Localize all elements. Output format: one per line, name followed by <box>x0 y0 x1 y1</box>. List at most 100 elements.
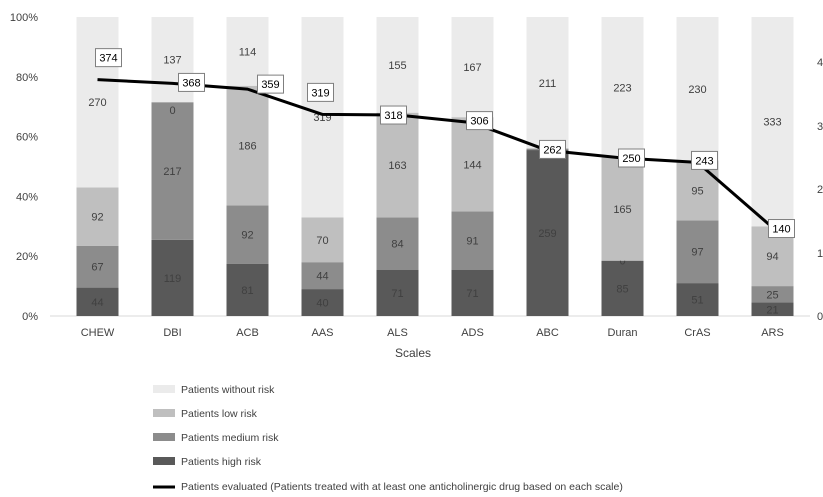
x-tick-label: ALS <box>387 327 408 339</box>
bar-segment <box>676 160 719 221</box>
y-tick-label: 80% <box>16 72 38 84</box>
line-value-label: 368 <box>182 77 200 89</box>
segment-value-label: 81 <box>241 285 253 297</box>
x-axis-title: Scales <box>395 346 431 360</box>
bar-segment <box>76 287 119 316</box>
right-axis-tick-label: 1 <box>817 248 823 260</box>
segment-value-label: 84 <box>391 238 403 250</box>
line-value-box <box>466 111 493 131</box>
segment-value-label: 67 <box>91 262 103 274</box>
segment-value-label: 91 <box>466 236 478 248</box>
segment-value-label: 97 <box>691 247 703 259</box>
x-tick-label: ADS <box>461 327 484 339</box>
bar-segment <box>451 211 494 270</box>
x-tick-label: Duran <box>608 327 638 339</box>
bar-segment <box>226 205 269 264</box>
y-tick-label: 100% <box>10 12 38 24</box>
bar-segment <box>226 85 269 206</box>
bar-segment <box>451 17 494 118</box>
legend-label: Patients medium risk <box>181 432 279 444</box>
segment-value-label: 333 <box>763 117 781 129</box>
segment-value-label: 71 <box>466 288 478 300</box>
y-tick-label: 0% <box>22 311 38 323</box>
segment-value-label: 85 <box>616 283 628 295</box>
segment-value-label: 186 <box>238 141 256 153</box>
bar-segment <box>526 150 569 316</box>
segment-value-label: 137 <box>163 55 181 67</box>
bar-segment <box>301 217 344 263</box>
bar-segment <box>601 260 644 316</box>
bar-segment <box>151 239 194 316</box>
line-value-box <box>95 48 122 68</box>
right-axis-tick-label: 4 <box>817 57 823 69</box>
right-axis-tick-label: 0 <box>817 311 823 323</box>
x-tick-label: CHEW <box>81 327 115 339</box>
legend-label: Patients evaluated (Patients treated wit… <box>181 481 623 493</box>
bar-segment <box>376 217 419 270</box>
bar-segment <box>676 283 719 316</box>
bar-segment <box>301 262 344 290</box>
segment-value-label: 165 <box>613 204 631 216</box>
segment-value-label: 51 <box>691 295 703 307</box>
line-value-label: 140 <box>772 224 790 236</box>
x-tick-label: ARS <box>761 327 784 339</box>
bar-segment <box>751 302 794 316</box>
legend-swatch <box>153 433 175 441</box>
right-axis-tick-label: 2 <box>817 184 823 196</box>
bar-segment <box>751 17 794 227</box>
y-tick-label: 20% <box>16 251 38 263</box>
line-value-box <box>768 219 795 239</box>
line-value-box <box>539 139 566 159</box>
segment-value-label: 94 <box>766 251 778 263</box>
line-value-label: 262 <box>543 144 561 156</box>
segment-value-label: 71 <box>391 288 403 300</box>
x-tick-label: DBI <box>163 327 181 339</box>
segment-value-label: 21 <box>766 304 778 316</box>
segment-value-label: 0 <box>169 105 175 117</box>
legend-label: Patients without risk <box>181 384 275 396</box>
bar-segment <box>526 17 569 149</box>
segment-value-label: 119 <box>164 273 182 285</box>
bar-segment <box>301 289 344 316</box>
line-value-label: 250 <box>622 153 640 165</box>
bar-segment <box>451 117 494 212</box>
segment-value-label: 0 <box>619 256 625 268</box>
x-tick-label: AAS <box>311 327 333 339</box>
bar-segment <box>151 102 194 240</box>
segment-value-label: 259 <box>538 228 556 240</box>
bar-segment <box>376 112 419 218</box>
segment-value-label: 144 <box>463 159 481 171</box>
bar-segment <box>301 17 344 218</box>
y-tick-label: 60% <box>16 132 38 144</box>
legend-swatch <box>153 385 175 393</box>
line-value-box <box>618 148 645 168</box>
segment-value-label: 25 <box>766 289 778 301</box>
bar-segment <box>601 157 644 261</box>
legend-swatch <box>153 457 175 465</box>
x-tick-label: CrAS <box>684 327 710 339</box>
segment-value-label: 92 <box>91 212 103 224</box>
line-value-label: 359 <box>261 79 279 91</box>
bar-segment <box>676 17 719 161</box>
segment-value-label: 230 <box>688 84 706 96</box>
segment-value-label: 217 <box>163 166 181 178</box>
line-value-label: 243 <box>695 155 713 167</box>
bar-segment <box>676 220 719 284</box>
line-value-label: 306 <box>470 116 488 128</box>
segment-value-label: 167 <box>463 62 481 74</box>
segment-value-label: 95 <box>691 185 703 197</box>
legend-label: Patients high risk <box>181 456 262 468</box>
right-axis-tick-label: 3 <box>817 121 823 133</box>
segment-value-label: 92 <box>241 230 253 242</box>
x-tick-label: ABC <box>536 327 559 339</box>
legend-swatch <box>153 409 175 417</box>
segment-value-label: 44 <box>316 271 328 283</box>
bar-segment <box>76 245 119 288</box>
bar-segment <box>376 269 419 316</box>
line-value-box <box>691 150 718 170</box>
line-value-box <box>307 82 334 102</box>
line-value-box <box>257 74 284 94</box>
segment-value-label: 40 <box>316 298 328 310</box>
segment-value-label: 270 <box>88 97 106 109</box>
bar-segment <box>76 17 119 188</box>
